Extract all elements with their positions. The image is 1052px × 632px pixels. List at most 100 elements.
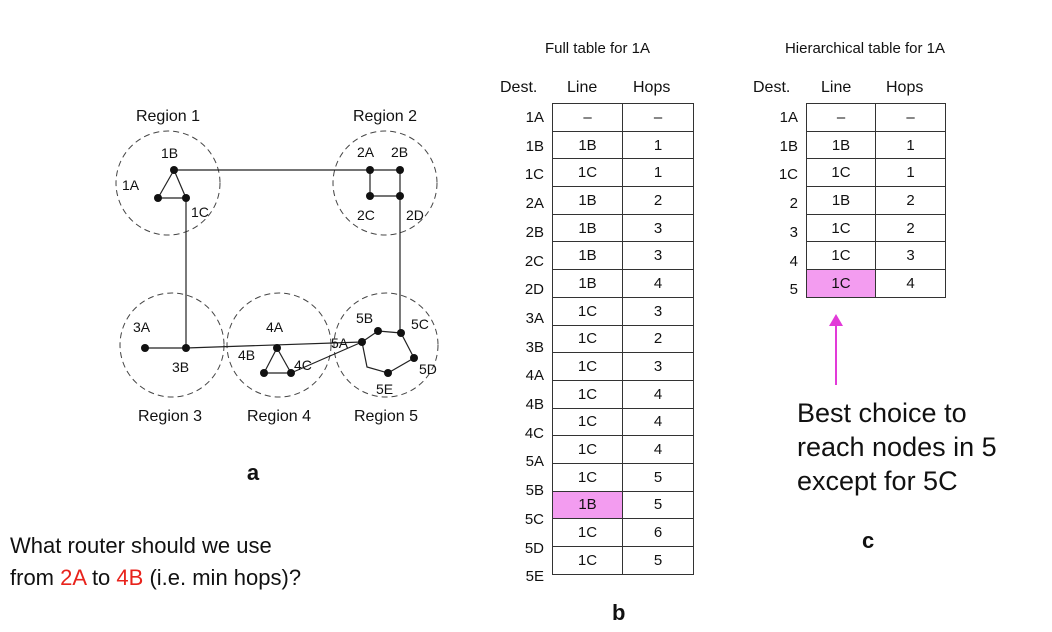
table-row: – – [552, 103, 694, 132]
line-cell: 1C [552, 546, 623, 575]
region-4-boundary [226, 292, 332, 398]
table-row: 1B 5 [552, 490, 694, 520]
dest-label: 1C [524, 166, 544, 184]
note-line-2: reach nodes in 5 [797, 432, 997, 462]
table-row: 1C 2 [552, 324, 694, 354]
node-label-3b: 3B [172, 359, 189, 375]
dest-label: 4C [524, 424, 544, 442]
line-cell: 1B [552, 186, 623, 215]
node-label-1b: 1B [161, 145, 178, 161]
hops-cell: 3 [622, 296, 694, 326]
full-table-header-line: Line [567, 79, 598, 96]
dest-label: 2D [524, 281, 544, 299]
line-cell: 1C [552, 379, 623, 409]
region-5-label: Region 5 [354, 408, 418, 425]
node-label-5b: 5B [356, 310, 373, 326]
router-nodes [141, 166, 418, 377]
question-from-node: 2A [60, 565, 86, 590]
dest-label: 5D [524, 539, 544, 557]
table-row: 1C 6 [552, 518, 694, 547]
node-label-4c: 4C [294, 357, 312, 373]
full-table-header-dest: Dest. [500, 79, 538, 96]
table-row: 1B 3 [552, 213, 694, 243]
hops-cell: 3 [622, 213, 694, 243]
node-label-4b: 4B [238, 347, 255, 363]
dest-label: 1C [778, 166, 798, 184]
table-row: 1B 2 [552, 186, 694, 215]
line-cell: 1C [552, 352, 623, 381]
hops-cell: 3 [875, 241, 946, 271]
table-row: 1B 2 [806, 186, 946, 215]
region-1-label: Region 1 [136, 108, 200, 125]
line-cell: 1B [552, 490, 623, 520]
hops-cell: 2 [622, 324, 694, 354]
hops-cell: 4 [875, 269, 946, 298]
line-cell: 1B [552, 213, 623, 243]
hops-cell: 3 [622, 352, 694, 381]
dest-label: 5E [525, 568, 544, 586]
hops-cell: 4 [622, 379, 694, 409]
full-routing-table: – –1B 1 1C 1 1B 2 1B 3 1B 3 1B 4 1C 3 1C 2 1C 3 1C 4 1C 4 1C 4 1C… [552, 103, 694, 575]
dest-label: 1A [779, 109, 798, 126]
table-row: 1C 5 [552, 546, 694, 575]
full-table-header-hops: Hops [633, 79, 671, 96]
dest-label: 2A [525, 195, 544, 213]
line-cell: 1B [806, 130, 876, 160]
line-cell: 1C [552, 296, 623, 326]
dest-label: 1B [525, 137, 544, 155]
hops-cell: 1 [875, 158, 946, 188]
hops-cell: 5 [622, 490, 694, 520]
hops-cell: 2 [875, 186, 946, 215]
dest-label: 4B [525, 396, 544, 413]
panel-label-a: a [247, 460, 260, 485]
table-row: 1B 3 [552, 241, 694, 271]
dest-label: 3 [789, 223, 798, 241]
hops-cell: 4 [622, 269, 694, 298]
dest-label: 2 [789, 195, 798, 213]
dest-label: 3B [525, 338, 544, 356]
dest-label: 4 [789, 252, 798, 270]
table-row: 1C 4 [806, 269, 946, 298]
dest-label: 2C [524, 252, 544, 270]
dest-label: 1A [525, 109, 544, 126]
table-row: 1C 5 [552, 462, 694, 492]
table-row: 1B 1 [806, 130, 946, 160]
hierarchical-routing-table: – –1B 1 1C 1 1B 2 1C 2 1C 3 1C 4 [806, 103, 946, 298]
table-row: 1C 3 [806, 241, 946, 271]
line-cell: 1B [552, 269, 623, 298]
question-text: What router should we use from 2A to 4B … [10, 530, 301, 594]
table-row: 1C 2 [806, 213, 946, 243]
table-row: 1C 4 [552, 435, 694, 464]
question-prefix: from [10, 565, 61, 590]
dest-label: 5 [789, 281, 798, 299]
node-label-2c: 2C [357, 207, 375, 223]
table-row: 1C 1 [806, 158, 946, 188]
question-to-word: to [85, 565, 117, 590]
table-row: 1C 3 [552, 296, 694, 326]
hier-table-header-line: Line [821, 79, 852, 96]
line-cell: – [552, 103, 623, 132]
line-cell: 1C [806, 158, 876, 188]
hops-cell: 3 [622, 241, 694, 271]
question-line-2: from 2A to 4B (i.e. min hops)? [10, 562, 301, 594]
region-3-boundary [119, 292, 225, 398]
arrow-shaft [835, 322, 837, 385]
panel-label-b: b [612, 600, 626, 625]
hops-cell: 2 [622, 186, 694, 215]
node-label-5e: 5E [376, 381, 393, 397]
note-text: Best choice to reach nodes in 5 except f… [797, 396, 997, 498]
note-line-3: except for 5C [797, 466, 958, 496]
node-label-2d: 2D [406, 207, 424, 223]
line-cell: 1C [806, 269, 876, 298]
dest-label: 1B [779, 137, 798, 155]
node-labels: 1A 1B 1C 2A 2B 2C 2D 3A 3B 4A 4B 4C 5A 5… [122, 144, 437, 397]
dest-label: 3A [525, 309, 544, 327]
table-row: 1C 4 [552, 407, 694, 437]
dest-label: 2B [525, 223, 544, 241]
hops-cell: – [622, 103, 694, 132]
question-to-node: 4B [116, 565, 144, 590]
line-cell: 1C [552, 158, 623, 188]
node-label-1a: 1A [122, 177, 140, 193]
hier-table-caption: Hierarchical table for 1A [784, 40, 946, 57]
hops-cell: 1 [622, 130, 694, 160]
